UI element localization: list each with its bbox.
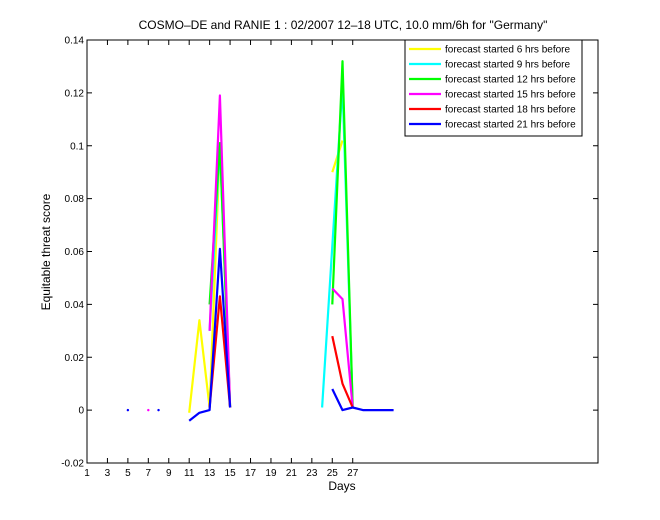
legend-label: forecast started 15 hrs before <box>445 90 576 101</box>
x-axis-label: Days <box>328 479 355 493</box>
x-tick-label: 11 <box>184 468 195 479</box>
axis-ticks: 1 3 5 7 9 11 13 15 17 19 21 23 25 27-0.0200.020.040.0… <box>61 36 598 479</box>
legend-label: forecast started 6 hrs before <box>445 45 571 56</box>
legend-label: forecast started 21 hrs before <box>445 120 576 131</box>
series-line <box>188 247 232 422</box>
x-tick-label: 1 <box>84 468 90 479</box>
x-tick-label: 15 <box>225 468 237 479</box>
series-line <box>331 60 354 408</box>
legend: forecast started 6 hrs before forecast st… <box>404 39 583 137</box>
data-point <box>147 408 150 412</box>
x-tick-label: 25 <box>327 468 339 479</box>
x-tick-label: 13 <box>204 468 216 479</box>
x-tick-label: 9 <box>166 468 172 479</box>
y-tick-label: 0 <box>78 406 84 417</box>
x-tick-label: 7 <box>146 468 152 479</box>
y-tick-label: -0.02 <box>61 459 84 470</box>
series-5 <box>126 247 394 422</box>
x-tick-label: 5 <box>125 468 131 479</box>
series-line <box>331 388 394 412</box>
y-tick-label: 0.06 <box>65 247 85 258</box>
legend-label: forecast started 9 hrs before <box>445 60 571 71</box>
x-tick-label: 23 <box>306 468 318 479</box>
x-tick-label: 3 <box>105 468 111 479</box>
x-tick-label: 19 <box>265 468 277 479</box>
data-point <box>157 408 160 412</box>
y-tick-label: 0.04 <box>65 300 85 311</box>
data-point <box>126 408 130 412</box>
chart-title: COSMO–DE and RANIE 1 : 02/2007 12–18 UTC… <box>139 18 548 32</box>
legend-label: forecast started 18 hrs before <box>445 105 576 116</box>
series-line <box>331 287 354 408</box>
y-tick-label: 0.08 <box>65 194 85 205</box>
legend-label: forecast started 12 hrs before <box>445 75 576 86</box>
series-3 <box>147 94 354 412</box>
y-tick-label: 0.1 <box>70 141 84 152</box>
legend-box <box>404 39 583 137</box>
series-layer <box>126 60 394 422</box>
x-tick-label: 21 <box>286 468 298 479</box>
x-tick-label: 27 <box>347 468 359 479</box>
series-line <box>208 94 232 408</box>
y-tick-label: 0.12 <box>65 88 85 99</box>
y-tick-label: 0.02 <box>65 353 85 364</box>
y-axis-label: Equitable threat score <box>39 193 53 310</box>
y-tick-label: 0.14 <box>65 36 85 47</box>
series-line <box>331 335 354 408</box>
x-tick-label: 17 <box>245 468 257 479</box>
